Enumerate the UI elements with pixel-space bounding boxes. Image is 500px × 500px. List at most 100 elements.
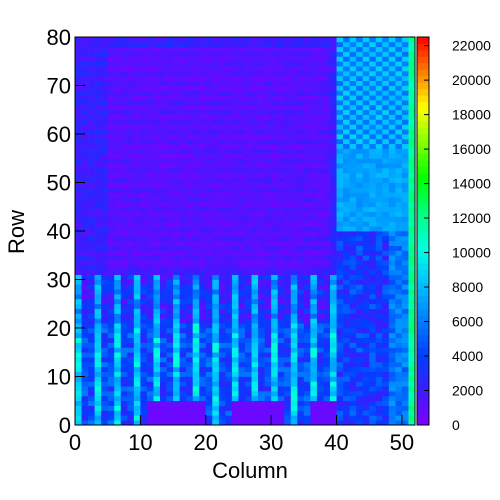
heatmap-cell bbox=[218, 400, 226, 406]
heatmap-cell bbox=[323, 56, 331, 62]
heatmap-cell bbox=[297, 46, 305, 52]
heatmap-cell bbox=[388, 318, 396, 324]
heatmap-cell bbox=[303, 279, 311, 285]
colorbar-tick-label: 10000 bbox=[452, 245, 491, 261]
heatmap-cell bbox=[218, 163, 226, 169]
heatmap-cell bbox=[401, 415, 409, 421]
heatmap-cell bbox=[343, 192, 350, 198]
heatmap-cell bbox=[395, 303, 403, 309]
heatmap-cell bbox=[290, 216, 298, 222]
heatmap-cell bbox=[133, 129, 141, 135]
heatmap-cell bbox=[114, 240, 122, 246]
heatmap-cell bbox=[146, 187, 154, 193]
heatmap-cell bbox=[101, 420, 109, 426]
heatmap-cell bbox=[127, 231, 135, 237]
heatmap-cell bbox=[88, 46, 95, 52]
heatmap-cell bbox=[160, 114, 167, 120]
heatmap-cell bbox=[81, 158, 89, 164]
heatmap-cell bbox=[186, 245, 194, 251]
heatmap-cell bbox=[88, 153, 95, 159]
heatmap-cell bbox=[375, 420, 383, 426]
heatmap-cell bbox=[356, 153, 364, 159]
heatmap-cell bbox=[343, 303, 350, 309]
heatmap-cell bbox=[160, 250, 167, 256]
heatmap-cell bbox=[395, 153, 403, 159]
heatmap-cell bbox=[382, 308, 390, 314]
heatmap-cell bbox=[75, 226, 82, 232]
heatmap-cell bbox=[382, 328, 390, 334]
heatmap-cell bbox=[238, 410, 246, 416]
heatmap-cell bbox=[127, 303, 135, 309]
heatmap-cell bbox=[330, 187, 337, 193]
heatmap-cell bbox=[225, 153, 233, 159]
heatmap-cell bbox=[264, 95, 272, 101]
heatmap-cell bbox=[179, 294, 187, 300]
heatmap-cell bbox=[81, 376, 89, 382]
heatmap-cell bbox=[310, 342, 318, 348]
heatmap-cell bbox=[343, 66, 350, 72]
heatmap-cell bbox=[369, 357, 377, 363]
heatmap-cell bbox=[382, 235, 390, 242]
heatmap-cell bbox=[310, 386, 318, 392]
heatmap-cell bbox=[140, 153, 148, 159]
heatmap-cell bbox=[284, 279, 292, 285]
heatmap-cell bbox=[356, 342, 364, 348]
heatmap-cell bbox=[388, 366, 396, 372]
heatmap-cell bbox=[316, 279, 324, 285]
heatmap-cell bbox=[362, 129, 370, 135]
heatmap-cell bbox=[303, 405, 311, 411]
heatmap-cell bbox=[205, 318, 213, 324]
heatmap-cell bbox=[114, 46, 122, 52]
heatmap-cell bbox=[94, 415, 102, 421]
heatmap-cell bbox=[153, 352, 161, 358]
heatmap-cell bbox=[114, 129, 122, 135]
heatmap-cell bbox=[153, 318, 161, 324]
heatmap-cell bbox=[375, 187, 383, 193]
heatmap-cell bbox=[258, 226, 265, 232]
heatmap-cell bbox=[179, 216, 187, 222]
heatmap-cell bbox=[382, 41, 390, 48]
heatmap-cell bbox=[369, 235, 377, 242]
heatmap-cell bbox=[323, 124, 331, 130]
heatmap-cell bbox=[179, 37, 187, 43]
heatmap-cell bbox=[186, 66, 194, 72]
heatmap-cell bbox=[153, 182, 161, 188]
heatmap-cell bbox=[153, 289, 161, 295]
heatmap-cell bbox=[401, 279, 409, 285]
heatmap-cell bbox=[284, 70, 292, 77]
heatmap-cell bbox=[382, 415, 390, 421]
heatmap-cell bbox=[245, 313, 252, 319]
heatmap-cell bbox=[114, 371, 122, 377]
heatmap-cell bbox=[401, 148, 409, 154]
heatmap-cell bbox=[271, 269, 279, 275]
heatmap-cell bbox=[382, 371, 390, 377]
heatmap-cell bbox=[258, 371, 265, 377]
heatmap-cell bbox=[258, 187, 265, 193]
heatmap-cell bbox=[362, 410, 370, 416]
heatmap-cell bbox=[81, 134, 89, 140]
heatmap-cell bbox=[290, 187, 298, 193]
heatmap-cell bbox=[94, 240, 102, 246]
heatmap-cell bbox=[173, 90, 180, 96]
heatmap-cell bbox=[258, 347, 265, 353]
heatmap-cell bbox=[271, 323, 279, 329]
heatmap-cell bbox=[81, 61, 89, 67]
heatmap-cell bbox=[199, 143, 207, 149]
heatmap-cell bbox=[284, 323, 292, 329]
heatmap-cell bbox=[297, 303, 305, 309]
heatmap-cell bbox=[271, 167, 279, 174]
heatmap-cell bbox=[146, 95, 154, 101]
heatmap-cell bbox=[186, 279, 194, 285]
heatmap-cell bbox=[212, 70, 220, 77]
heatmap-cell bbox=[356, 61, 364, 67]
heatmap-cell bbox=[107, 298, 115, 305]
heatmap-cell bbox=[199, 134, 207, 140]
heatmap-cell bbox=[356, 332, 364, 339]
heatmap-cell bbox=[382, 143, 390, 149]
heatmap-cell bbox=[133, 177, 141, 183]
heatmap-cell bbox=[330, 405, 337, 411]
heatmap-cell bbox=[369, 376, 377, 382]
heatmap-cell bbox=[284, 405, 292, 411]
heatmap-cell bbox=[75, 172, 82, 178]
heatmap-cell bbox=[395, 129, 403, 135]
